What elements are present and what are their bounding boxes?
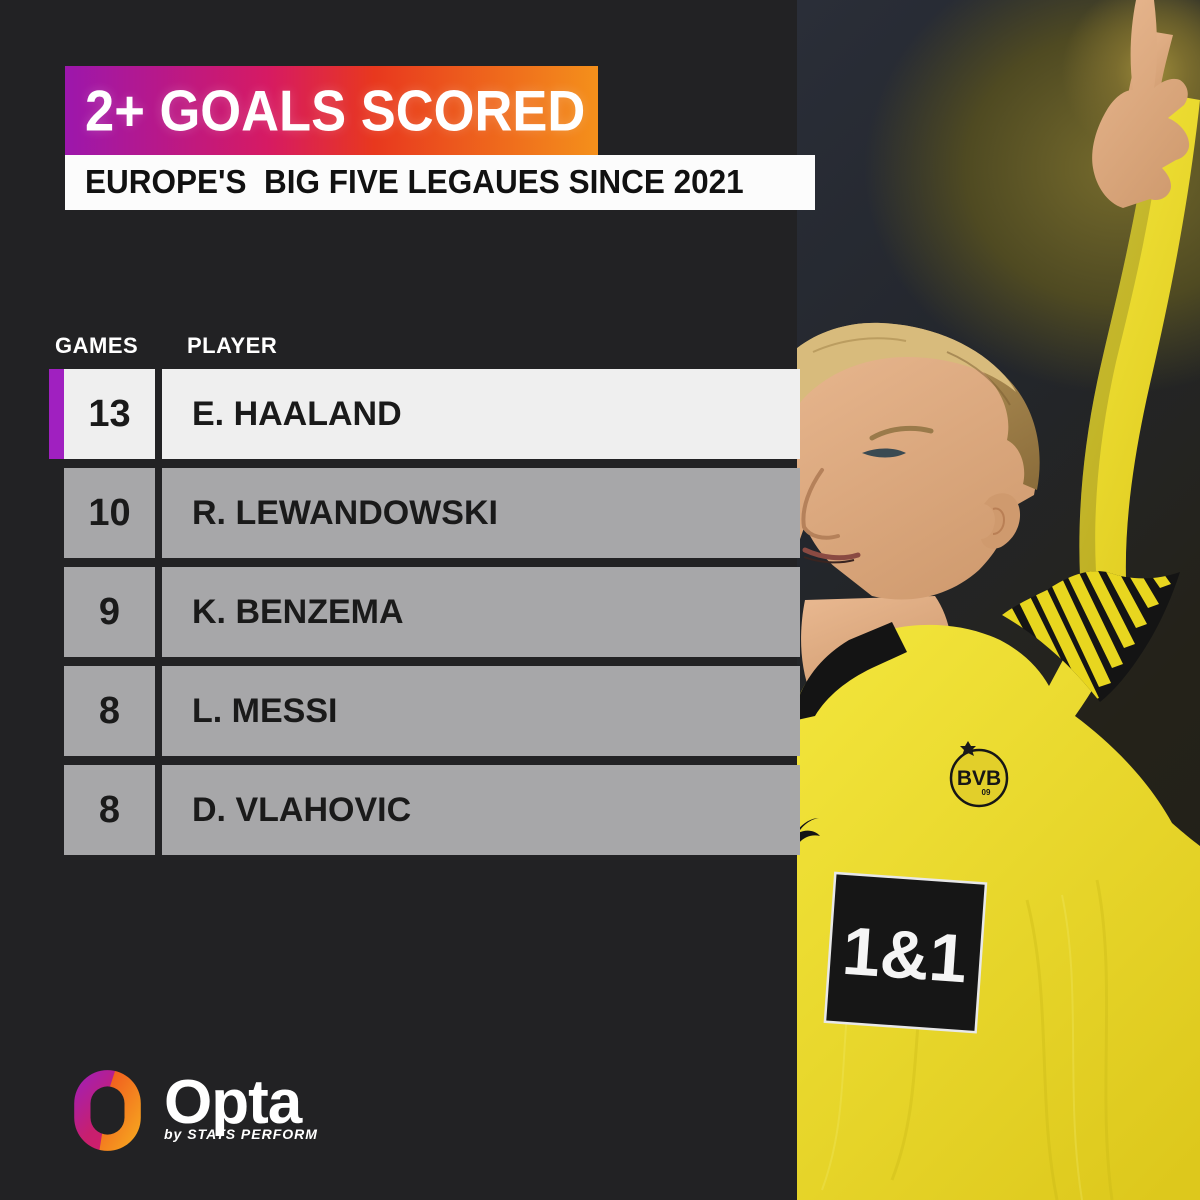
svg-text:1&1: 1&1 xyxy=(840,913,970,998)
svg-text:09: 09 xyxy=(982,788,991,797)
svg-text:BVB: BVB xyxy=(957,767,1001,790)
